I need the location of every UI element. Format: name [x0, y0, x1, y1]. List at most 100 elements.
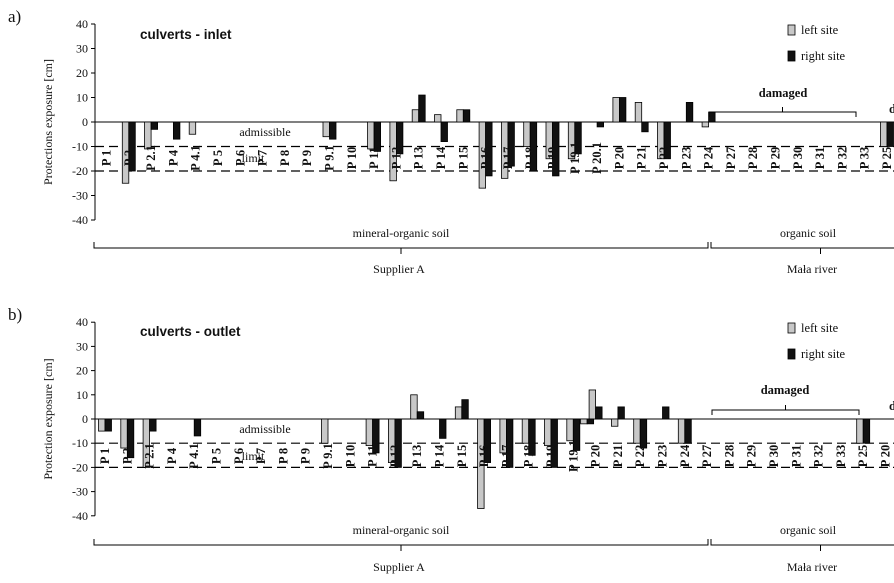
bar-right-p13 — [416, 411, 425, 420]
bar-left-p25 — [880, 121, 888, 147]
bar-left-p18 — [521, 418, 530, 444]
bar-left-p14 — [434, 114, 442, 123]
category-label: P 21 — [635, 147, 649, 170]
bar-right-p15 — [461, 399, 469, 420]
category-label: P 19 — [546, 147, 560, 170]
bar-left-p15 — [454, 406, 463, 420]
category-label: P 30 — [791, 147, 805, 170]
y-tick-label: -40 — [72, 213, 88, 227]
category-label: P 28 — [746, 147, 760, 170]
category-label: P 11 — [366, 445, 380, 467]
y-tick-label: -30 — [72, 485, 88, 499]
y-tick-label: 30 — [76, 42, 88, 56]
category-label: P 12 — [388, 445, 402, 468]
y-tick-label: 40 — [76, 315, 88, 329]
category-label: P 22 — [657, 147, 671, 170]
bar-right-p19.1 — [572, 418, 581, 451]
bar-right-p20.1 — [596, 121, 604, 128]
y-tick-label: 40 — [76, 17, 88, 31]
bar-right-p17 — [507, 121, 515, 167]
chart-panel-a: a) culverts - inlet Protections exposure [… — [8, 7, 894, 276]
bar-right-p18 — [528, 418, 536, 456]
category-label: P 24 — [678, 444, 692, 467]
bar-right-p23 — [685, 102, 694, 123]
category-label: P 13 — [412, 147, 426, 170]
category-label: P 30 — [767, 445, 781, 468]
category-label: P 13 — [410, 445, 424, 468]
legend-label: left site — [801, 321, 839, 335]
supplier-label-a: Supplier A — [373, 560, 425, 574]
category-label: P 19 — [544, 445, 558, 468]
category-label: P 10 — [343, 445, 357, 468]
category-label: P 2 — [120, 448, 134, 464]
category-label: P 27 — [700, 445, 714, 468]
bar-right-p24 — [708, 111, 716, 123]
category-label: P 9 — [300, 150, 314, 166]
supplier-label-river: Mała river — [787, 262, 837, 276]
category-label: P 22 — [633, 445, 647, 468]
category-label: P 4.1 — [189, 145, 203, 171]
bar-right-p18 — [529, 121, 538, 172]
group-label-organic: organic soil — [780, 226, 837, 240]
category-label: P 16 — [477, 445, 491, 468]
bar-right-p25 — [862, 418, 871, 444]
bar-left-p24 — [701, 121, 709, 128]
bar-right-p17 — [505, 418, 514, 468]
category-label: P 29 — [769, 147, 783, 170]
y-tick-label: -20 — [72, 460, 88, 474]
category-label: P 9.1 — [321, 443, 335, 469]
category-label: P 17 — [499, 445, 513, 468]
bar-left-p19 — [544, 418, 552, 447]
bar-right-p9.1 — [329, 121, 337, 140]
bar-left-p22 — [633, 418, 641, 444]
category-label: P 20 — [589, 445, 603, 468]
group-brace-mineral — [93, 242, 709, 254]
category-label: P 17 — [501, 147, 515, 170]
category-label: P 8 — [276, 448, 290, 464]
category-label: P 14 — [433, 444, 447, 467]
bar-right-p23 — [662, 406, 670, 420]
y-axis-label: Protection exposure [cm] — [41, 358, 55, 479]
bar-left-p24 — [677, 418, 686, 444]
group-label-organic: organic soil — [780, 523, 837, 537]
category-label: P 9.1 — [323, 145, 337, 171]
bar-right-p19 — [552, 121, 560, 177]
category-label: P 31 — [789, 445, 803, 468]
category-label: P 5 — [210, 448, 224, 464]
reference-label-admissible: admissible — [239, 422, 290, 436]
bar-left-p2.1 — [142, 418, 151, 468]
category-label: P 6 — [233, 150, 247, 166]
y-tick-label: 10 — [76, 91, 88, 105]
category-label: P 29 — [745, 445, 759, 468]
category-label: P 2.1 — [143, 443, 157, 469]
bar-right-p2 — [126, 418, 135, 459]
category-label: P 20 — [612, 147, 626, 170]
group-brace-organic — [710, 539, 894, 551]
y-tick-label: -10 — [72, 436, 88, 450]
category-label: P 9 — [299, 448, 313, 464]
y-axis-label: Protections exposure [cm] — [41, 59, 55, 185]
y-tick-label: -20 — [72, 164, 88, 178]
bar-right-p22 — [663, 121, 671, 160]
bar-left-p9.1 — [322, 121, 330, 138]
bar-left-p13 — [410, 394, 418, 420]
damaged-label: damaged — [759, 86, 808, 100]
group-brace-mineral — [93, 539, 709, 551]
chart-title: culverts - inlet — [140, 27, 232, 42]
category-label: P 1 — [98, 448, 112, 464]
category-label: P 4 — [166, 149, 180, 166]
bar-right-p13 — [418, 94, 426, 123]
bar-left-p13 — [411, 109, 420, 123]
bar-right-p21 — [617, 406, 625, 420]
bar-right-p2.1 — [149, 418, 157, 432]
legend-label: right site — [801, 49, 846, 63]
supplier-label-river: Mała river — [787, 560, 837, 574]
legend-swatch-right — [787, 348, 796, 360]
bar-right-p11 — [373, 121, 382, 152]
category-label: P 20.1 — [590, 142, 604, 174]
category-label: P 10 — [345, 147, 359, 170]
bar-right-p20 — [595, 406, 603, 420]
category-label: P 7 — [254, 448, 268, 464]
bar-left-p20 — [588, 389, 596, 420]
